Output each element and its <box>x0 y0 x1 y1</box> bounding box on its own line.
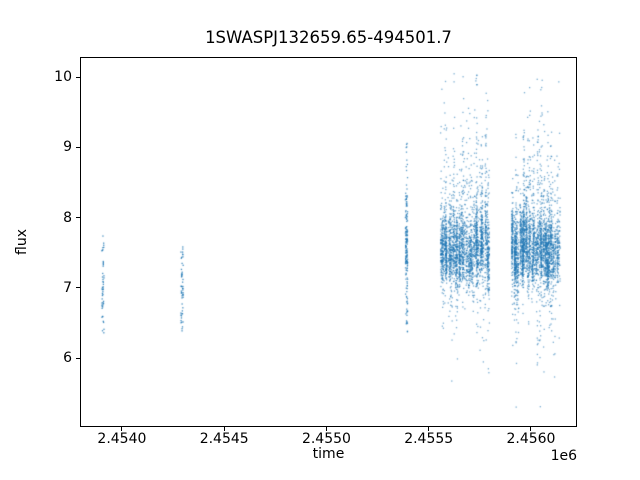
x-tick-mark <box>223 427 225 431</box>
x-tick-label: 2.4545 <box>199 431 249 447</box>
x-axis-offset-label: 1e6 <box>550 448 577 464</box>
x-tick-label: 2.4555 <box>404 431 454 447</box>
x-tick-mark <box>121 427 123 431</box>
x-tick-label: 2.4550 <box>301 431 351 447</box>
x-axis-label: time <box>312 446 345 462</box>
y-tick-mark <box>76 287 80 289</box>
x-tick-mark <box>530 427 532 431</box>
y-tick-mark <box>76 76 80 78</box>
y-tick-mark <box>76 217 80 219</box>
y-tick-label: 9 <box>63 139 72 156</box>
scatter-canvas <box>80 57 577 427</box>
chart-title: 1SWASPJ132659.65-494501.7 <box>205 28 452 47</box>
y-tick-label: 10 <box>54 69 72 86</box>
y-tick-mark <box>76 357 80 359</box>
y-tick-mark <box>76 146 80 148</box>
y-axis-label: flux <box>14 229 30 255</box>
y-tick-label: 6 <box>63 350 72 367</box>
x-tick-label: 2.4540 <box>97 431 147 447</box>
x-tick-mark <box>428 427 430 431</box>
x-tick-mark <box>325 427 327 431</box>
y-tick-label: 8 <box>63 209 72 226</box>
x-tick-label: 2.4560 <box>506 431 556 447</box>
y-tick-label: 7 <box>63 279 72 296</box>
